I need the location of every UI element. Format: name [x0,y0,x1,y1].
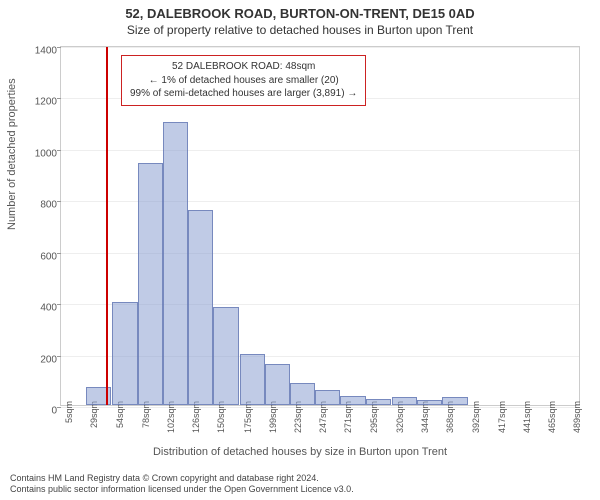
y-tick-mark [57,356,61,357]
x-tick-label: 320sqm [395,401,405,433]
x-tick-label: 441sqm [522,401,532,433]
y-tick-mark [57,304,61,305]
histogram-bar [417,400,442,405]
x-tick-label: 78sqm [141,401,151,428]
histogram-bar [265,364,290,405]
x-axis-label: Distribution of detached houses by size … [0,446,600,458]
y-tick-mark [57,150,61,151]
histogram-bar [315,390,340,405]
histogram-bar [340,396,365,405]
annotation-line3: 99% of semi-detached houses are larger (… [130,87,357,101]
y-tick-mark [57,47,61,48]
histogram-bar [392,397,417,405]
x-tick-label: 175sqm [243,401,253,433]
annotation-line2: ← 1% of detached houses are smaller (20) [130,74,357,88]
x-tick-label: 368sqm [445,401,455,433]
x-tick-label: 247sqm [318,401,328,433]
x-tick-label: 465sqm [547,401,557,433]
annotation-line1: 52 DALEBROOK ROAD: 48sqm [130,60,357,74]
x-tick-label: 102sqm [166,401,176,433]
y-tick-mark [57,201,61,202]
annotation-callout: 52 DALEBROOK ROAD: 48sqm ← 1% of detache… [121,55,366,106]
x-tick-label: 417sqm [497,401,507,433]
property-marker-line [106,47,108,405]
y-tick-label: 0 [23,406,57,417]
footer-attribution: Contains HM Land Registry data © Crown c… [10,473,590,496]
histogram-bar [188,210,213,405]
histogram-bar [442,397,467,405]
x-tick-label: 344sqm [420,401,430,433]
title-secondary: Size of property relative to detached ho… [0,23,600,37]
y-tick-label: 1000 [23,148,57,159]
y-tick-mark [57,407,61,408]
y-tick-label: 1200 [23,97,57,108]
footer-line1: Contains HM Land Registry data © Crown c… [10,473,590,485]
histogram-bar [213,307,238,405]
histogram-bar [240,354,265,405]
x-tick-label: 223sqm [293,401,303,433]
histogram-bar [290,383,315,405]
x-tick-label: 29sqm [89,401,99,428]
histogram-bar [138,163,163,405]
x-tick-label: 54sqm [115,401,125,428]
x-tick-label: 392sqm [471,401,481,433]
x-tick-label: 271sqm [343,401,353,433]
histogram-bar [112,302,137,405]
y-tick-label: 600 [23,251,57,262]
y-axis-label: Number of detached properties [6,78,18,230]
title-block: 52, DALEBROOK ROAD, BURTON-ON-TRENT, DE1… [0,0,600,37]
chart-plot-area: 02004006008001000120014005sqm29sqm54sqm7… [60,46,580,406]
x-tick-label: 489sqm [572,401,582,433]
y-tick-mark [57,98,61,99]
x-tick-label: 5sqm [64,401,74,423]
y-tick-label: 1400 [23,46,57,57]
title-primary: 52, DALEBROOK ROAD, BURTON-ON-TRENT, DE1… [0,6,600,21]
y-tick-label: 800 [23,200,57,211]
x-tick-label: 199sqm [268,401,278,433]
x-tick-label: 150sqm [216,401,226,433]
histogram-bar [163,122,188,405]
footer-line2: Contains public sector information licen… [10,484,590,496]
y-tick-mark [57,253,61,254]
y-tick-label: 400 [23,303,57,314]
x-tick-label: 295sqm [369,401,379,433]
y-tick-label: 200 [23,354,57,365]
gridline-horizontal [61,47,579,48]
histogram-bar [366,399,391,405]
x-tick-label: 126sqm [191,401,201,433]
gridline-horizontal [61,150,579,151]
figure-container: 52, DALEBROOK ROAD, BURTON-ON-TRENT, DE1… [0,0,600,500]
